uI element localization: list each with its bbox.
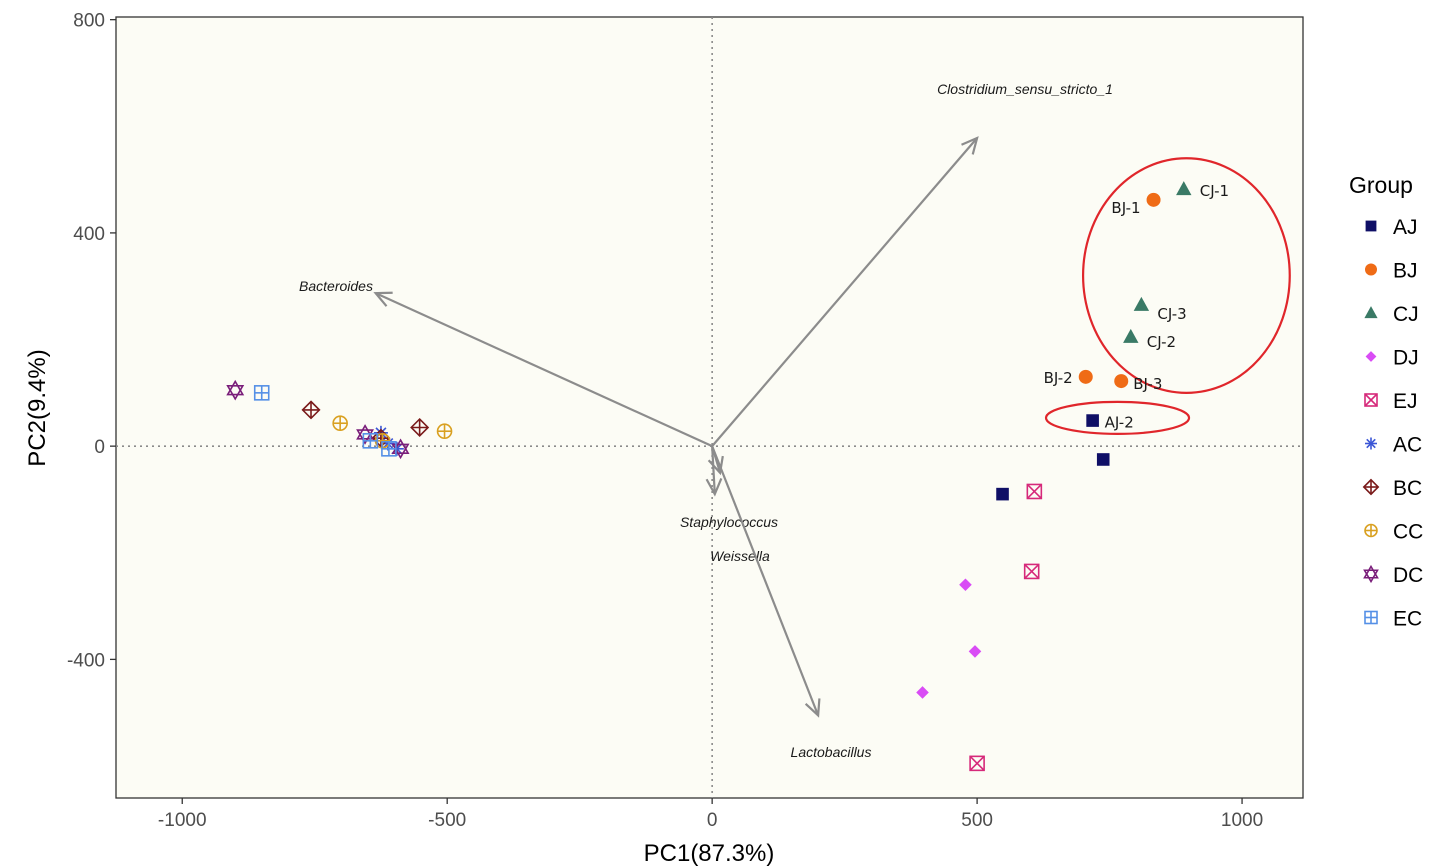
point-ej: [969, 755, 985, 772]
point-label: BJ-1: [1111, 199, 1140, 217]
legend-label: CJ: [1393, 303, 1419, 326]
vector-label: Clostridium_sensu_stricto_1: [937, 81, 1113, 97]
vector-arrowhead: [707, 455, 724, 476]
plot-panel: [115, 16, 1304, 799]
highlight-ellipse: [1044, 400, 1191, 435]
x-tick-label: 0: [707, 810, 718, 831]
point-ej: [1026, 483, 1043, 500]
point-cj: [1123, 328, 1139, 343]
x-axis: -1000 -500 0 500 1000: [158, 798, 1263, 831]
point-label: CJ-1: [1200, 182, 1229, 200]
legend-item-aj: AJ: [1365, 216, 1418, 239]
y-tick-label: 400: [73, 224, 105, 245]
vector-label: Staphylococcus: [680, 514, 778, 530]
point-label: BJ-2: [1044, 369, 1073, 387]
y-tick-label: 800: [73, 11, 105, 32]
legend-item-bj: BJ: [1365, 260, 1418, 283]
point-cj: [1176, 181, 1192, 196]
point-label: CJ-3: [1157, 305, 1186, 323]
y-axis: -400 0 400 800: [67, 11, 116, 671]
vector-arrowhead: [705, 478, 723, 497]
point-label: AJ-2: [1105, 414, 1134, 432]
y-axis-title: PC2(9.4%): [24, 349, 51, 466]
legend-item-ac: AC: [1365, 434, 1422, 457]
point-ec: [253, 385, 270, 401]
x-tick-label: -1000: [158, 810, 207, 831]
legend-label: EJ: [1393, 390, 1418, 413]
loading-vectors: Clostridium_sensu_stricto_1 Bacteroides St…: [299, 81, 1113, 760]
y-tick-label: -400: [67, 650, 105, 671]
point-bj: [1078, 369, 1093, 384]
legend-label: BJ: [1393, 260, 1418, 283]
x-tick-label: 1000: [1221, 810, 1263, 831]
point-aj: [1096, 453, 1110, 466]
point-cc: [436, 423, 453, 440]
vector-label: Weissella: [710, 548, 770, 564]
legend-item-ej: EJ: [1364, 390, 1418, 413]
legend-label: CC: [1393, 521, 1423, 544]
vector-arrowhead: [373, 291, 393, 307]
legend-label: BC: [1393, 477, 1422, 500]
point-label: CJ-2: [1147, 333, 1176, 351]
point-dj: [959, 578, 972, 592]
point-bc: [410, 417, 430, 438]
legend-item-dj: DJ: [1365, 347, 1419, 370]
point-bj: [1146, 192, 1161, 207]
x-tick-label: -500: [428, 810, 466, 831]
legend-item-ec: EC: [1364, 608, 1422, 631]
point-labels: AJ-2 BJ-1 BJ-2 BJ-3 CJ-1 CJ-2 CJ-3: [1044, 182, 1230, 431]
vector-line: [711, 446, 716, 495]
point-cc: [332, 415, 348, 432]
highlight-ellipses: [1044, 157, 1291, 435]
point-dc: [391, 438, 410, 460]
legend-item-bc: BC: [1362, 477, 1422, 500]
vector-label: Lactobacillus: [791, 744, 872, 760]
point-cj: [1133, 296, 1150, 311]
legend-label: EC: [1393, 608, 1422, 631]
vector-line: [375, 292, 713, 448]
legend-label: DC: [1393, 564, 1423, 587]
highlight-ellipse: [1081, 157, 1291, 394]
legend: Group AJ BJ CJ DJ EJ AC BC CC DC EC: [1349, 172, 1423, 631]
vector-label: Bacteroides: [299, 278, 373, 294]
legend-item-cc: CC: [1364, 521, 1423, 544]
legend-label: AC: [1393, 434, 1422, 457]
reference-lines: [116, 17, 1303, 798]
vector-arrowhead: [804, 698, 821, 718]
point-dj: [916, 686, 929, 699]
point-aj: [996, 487, 1009, 501]
point-ec: [362, 433, 379, 449]
legend-label: AJ: [1393, 216, 1418, 239]
point-ej: [1023, 563, 1040, 580]
vector-line: [711, 137, 978, 447]
x-axis-title: PC1(87.3%): [644, 840, 775, 866]
vector-arrowhead: [961, 136, 979, 155]
point-dj: [968, 645, 982, 658]
legend-title: Group: [1349, 172, 1413, 198]
data-points: [226, 181, 1192, 772]
x-tick-label: 500: [961, 810, 993, 831]
legend-item-dc: DC: [1363, 564, 1423, 587]
point-ec: [381, 441, 397, 457]
vector-line: [711, 445, 820, 716]
point-aj: [1086, 414, 1099, 427]
legend-item-cj: CJ: [1364, 303, 1419, 326]
point-bj: [1114, 374, 1129, 389]
point-bc: [301, 400, 321, 420]
point-dc: [226, 379, 245, 401]
point-dc: [356, 424, 375, 445]
point-label: BJ-3: [1133, 375, 1162, 393]
y-tick-label: 0: [94, 437, 105, 458]
legend-label: DJ: [1393, 347, 1419, 370]
